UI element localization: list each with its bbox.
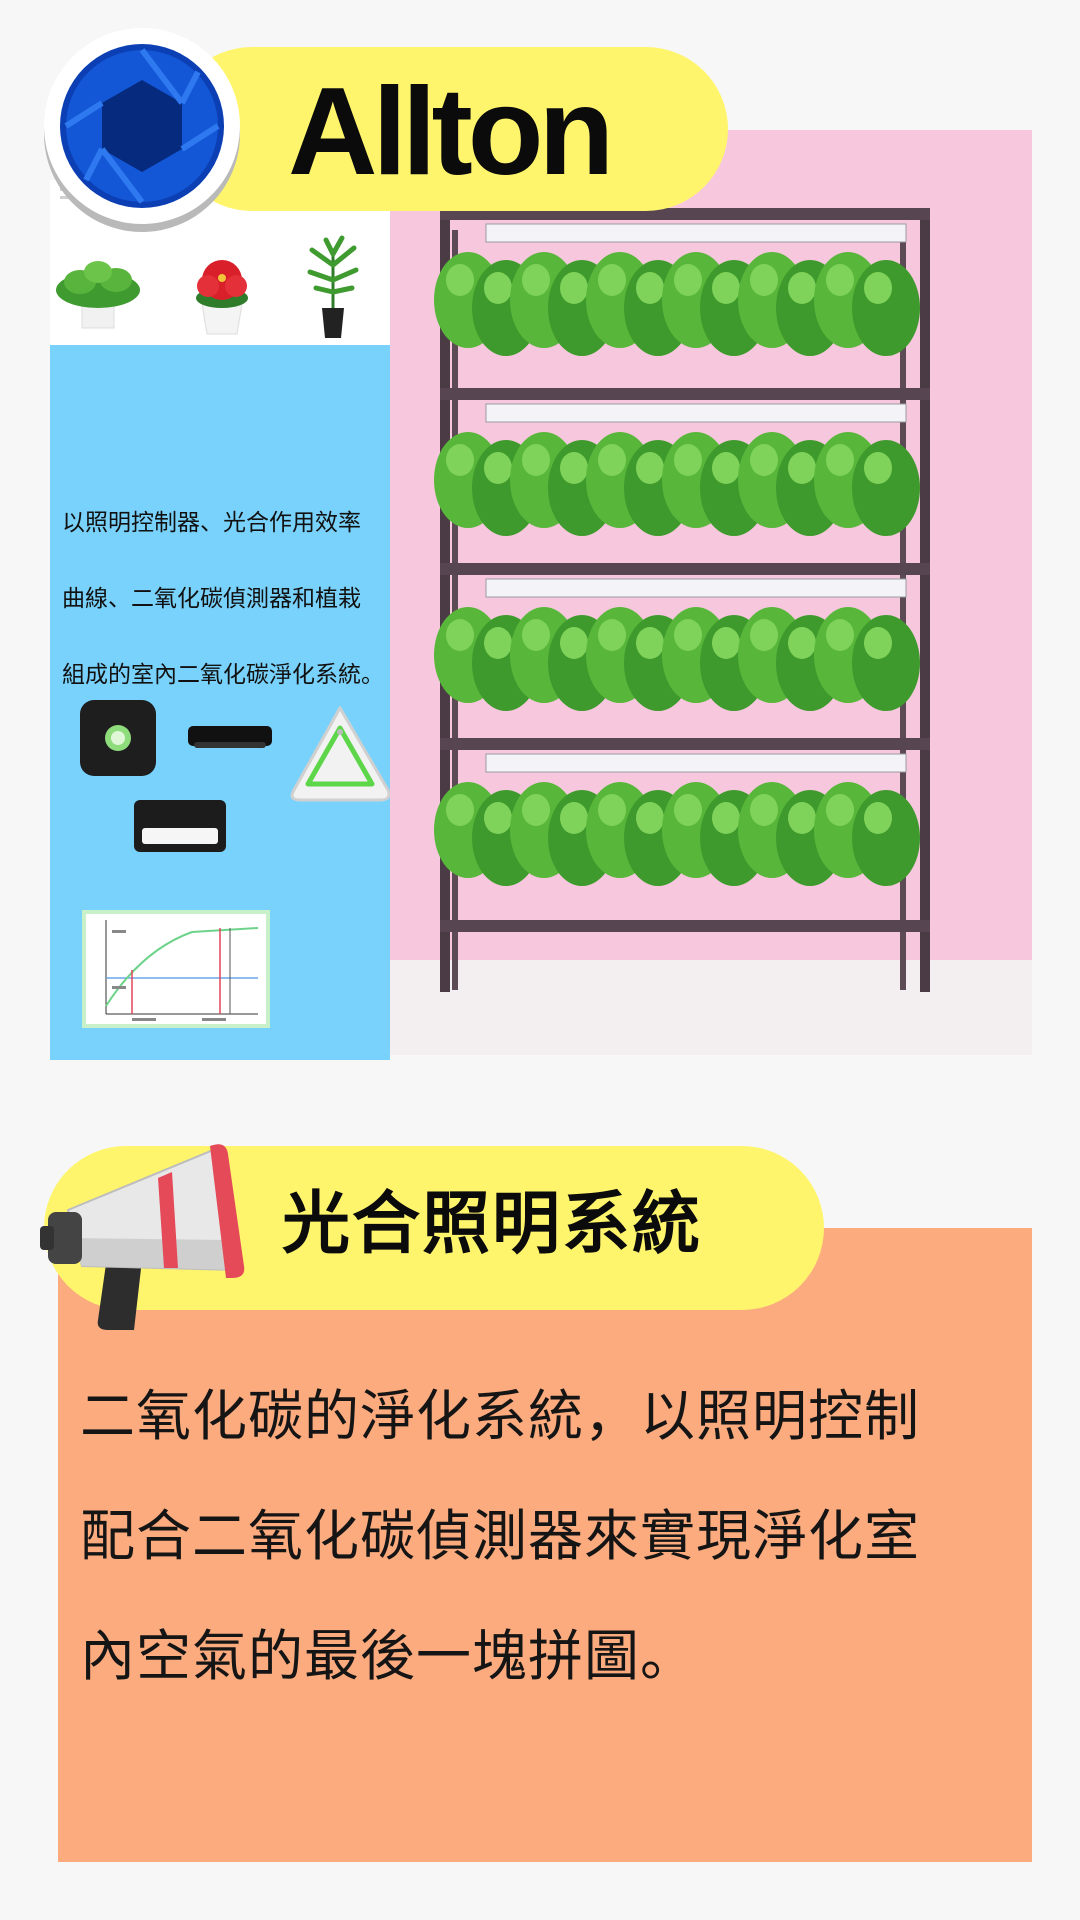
shelf-rack-illustration [434, 208, 930, 992]
plant-highlight [712, 452, 740, 484]
shelf-bar [440, 563, 930, 575]
plant-highlight [522, 794, 550, 826]
plant-highlight [484, 272, 512, 304]
plant-highlight [446, 794, 474, 826]
shelf-bar [440, 388, 930, 400]
plant-shelf-image [390, 130, 1032, 1055]
grow-light [485, 403, 907, 423]
plant-highlight [484, 802, 512, 834]
hero-description-line: 組成的室內二氧化碳淨化系統。 [62, 662, 384, 688]
plant-highlight [712, 627, 740, 659]
section-body-line: 二氧化碳的淨化系統，以照明控制 [80, 1384, 921, 1448]
plant-highlight [712, 802, 740, 834]
plant-highlight [826, 619, 854, 651]
plant-highlight [826, 264, 854, 296]
plant-highlight [788, 452, 816, 484]
plant-highlight [674, 264, 702, 296]
plant-highlight [560, 802, 588, 834]
plant-foliage [852, 615, 920, 711]
section-panel [58, 1228, 1032, 1862]
plant-highlight [636, 802, 664, 834]
plant-highlight [636, 272, 664, 304]
shelf-bar [440, 208, 930, 220]
lighting-controller-icon [80, 700, 156, 776]
plant-highlight [864, 452, 892, 484]
section-body-line: 配合二氧化碳偵測器來實現淨化室 [80, 1504, 921, 1568]
section-body-line: 內空氣的最後一塊拼圖。 [80, 1624, 697, 1688]
grow-light [485, 223, 907, 243]
plant-highlight [560, 627, 588, 659]
plant-highlight [446, 619, 474, 651]
plant-highlight [598, 444, 626, 476]
plant-pothos-icon [56, 261, 140, 329]
plant-poinsettia-icon [196, 260, 248, 335]
co2-sensor-icon [290, 706, 391, 802]
plant-highlight [750, 619, 778, 651]
plant-highlight [788, 627, 816, 659]
section-title: 光合照明系統 [282, 1185, 703, 1264]
plant-foliage [852, 790, 920, 886]
plant-highlight [484, 627, 512, 659]
plant-highlight [636, 627, 664, 659]
plant-highlight [712, 272, 740, 304]
plant-highlight [864, 272, 892, 304]
plant-highlight [446, 444, 474, 476]
grow-light [485, 578, 907, 598]
plant-highlight [522, 264, 550, 296]
plant-highlight [560, 272, 588, 304]
shelf-bar [440, 920, 930, 932]
ceiling-light-icon [134, 800, 226, 852]
megaphone-icon [40, 1144, 245, 1330]
brand-pill [170, 47, 728, 211]
plant-highlight [826, 794, 854, 826]
plant-highlight [522, 444, 550, 476]
plant-highlight [560, 452, 588, 484]
shelf-bar [440, 738, 930, 750]
plant-highlight [598, 264, 626, 296]
plant-foliage [852, 260, 920, 356]
plant-highlight [674, 619, 702, 651]
aperture-logo-icon [60, 44, 224, 208]
plant-foliage [852, 440, 920, 536]
plant-highlight [674, 794, 702, 826]
plant-highlight [598, 794, 626, 826]
plant-highlight [864, 802, 892, 834]
plant-highlight [522, 619, 550, 651]
plant-highlight [484, 452, 512, 484]
plant-highlight [750, 264, 778, 296]
photosynthesis-curve-icon [82, 910, 270, 1028]
plant-highlight [750, 794, 778, 826]
brand-name: Allton [288, 63, 614, 201]
plant-highlight [826, 444, 854, 476]
plant-highlight [674, 444, 702, 476]
brand-logo [44, 28, 240, 224]
plant-highlight [636, 452, 664, 484]
plant-highlight [864, 627, 892, 659]
plant-highlight [788, 802, 816, 834]
plant-highlight [788, 272, 816, 304]
iot-devices-icon [80, 700, 391, 852]
hero-description-line: 曲線、二氧化碳偵測器和植栽 [62, 586, 361, 612]
grow-light [485, 753, 907, 773]
plant-highlight [446, 264, 474, 296]
hub-icon [188, 726, 272, 748]
plant-highlight [598, 619, 626, 651]
plant-highlight [750, 444, 778, 476]
hero-description-line: 以照明控制器、光合作用效率 [62, 510, 361, 536]
plant-palm-icon [307, 235, 359, 338]
plant-samples-illustration [56, 188, 380, 338]
section-body: 二氧化碳的淨化系統，以照明控制 配合二氧化碳偵測器來實現淨化室 內空氣的最後一塊… [80, 1356, 1040, 1716]
hero-description: 以照明控制器、光合作用效率 曲線、二氧化碳偵測器和植栽 組成的室內二氧化碳淨化系… [62, 466, 392, 732]
